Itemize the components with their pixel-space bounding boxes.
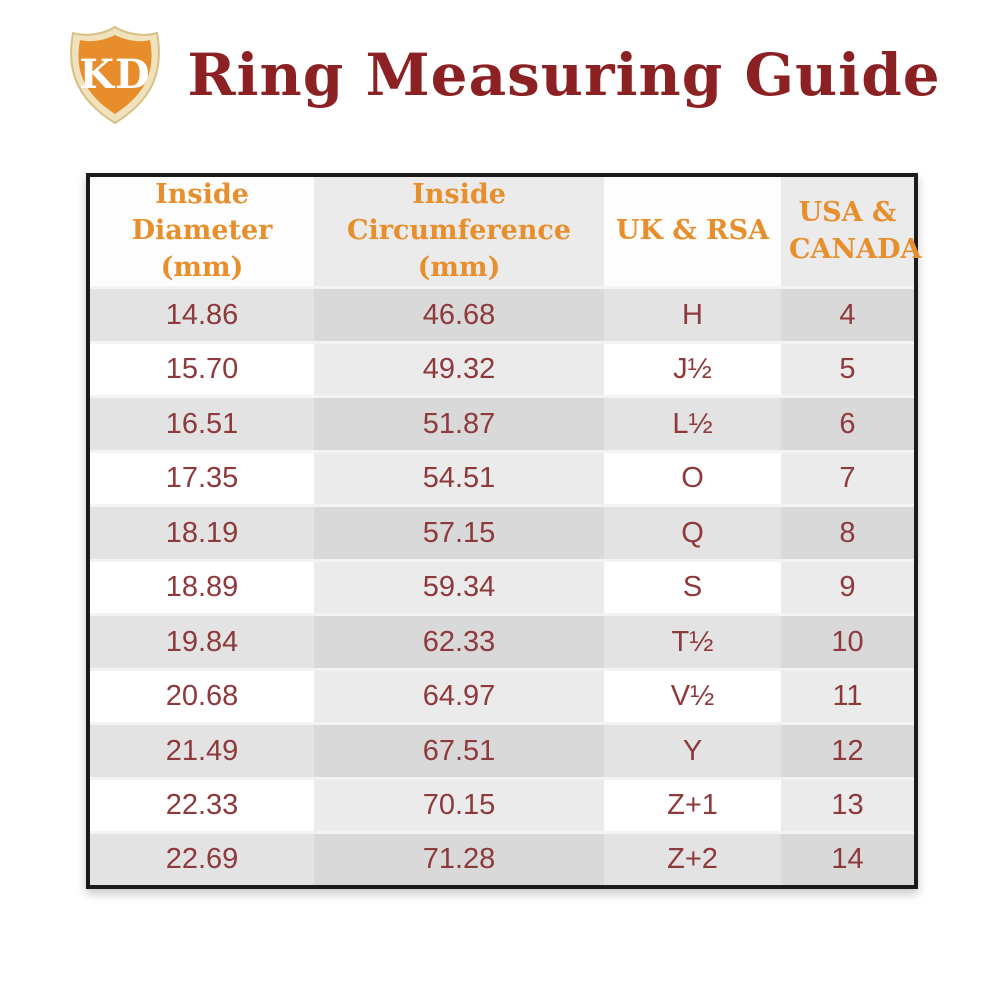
table-cell: 18.19 [88, 504, 314, 561]
table-row: 18.89 59.34 S 9 [88, 558, 916, 615]
table-cell: 51.87 [314, 395, 604, 452]
table-row: 20.68 64.97 V½ 11 [88, 667, 916, 724]
table-cell: H [604, 286, 781, 343]
col-header-inside-diameter: Inside Diameter (mm) [88, 175, 314, 288]
table-cell: Z+1 [604, 776, 781, 833]
table-cell: 12 [781, 722, 916, 779]
ring-size-table: Inside Diameter (mm) Inside Circumferenc… [86, 173, 921, 890]
table-cell: 46.68 [314, 286, 604, 343]
table-cell: 71.28 [314, 831, 604, 888]
table-cell: 49.32 [314, 340, 604, 397]
col-header-usa-canada: USA & CANADA [781, 175, 921, 288]
table-cell: 64.97 [314, 667, 604, 724]
table-cell: 9 [781, 558, 916, 615]
table-cell: 4 [781, 286, 916, 343]
table-cell: 5 [781, 340, 916, 397]
logo-text: KD [80, 51, 151, 98]
table-row: 16.51 51.87 L½ 6 [88, 395, 916, 452]
table-cell: 22.69 [88, 831, 314, 888]
table-cell: J½ [604, 340, 781, 397]
table-cell: 19.84 [88, 613, 314, 670]
table-cell: O [604, 449, 781, 506]
table-cell: 17.35 [88, 449, 314, 506]
table-cell: 11 [781, 667, 916, 724]
table-cell: 13 [781, 776, 916, 833]
page-title: Ring Measuring Guide [187, 41, 941, 109]
table-row: 14.86 46.68 H 4 [88, 286, 916, 343]
table-cell: 8 [781, 504, 916, 561]
table-cell: L½ [604, 395, 781, 452]
table-header-row: Inside Diameter (mm) Inside Circumferenc… [88, 175, 921, 288]
col-header-uk-rsa: UK & RSA [604, 175, 781, 288]
ring-size-table-wrap: Inside Diameter (mm) Inside Circumferenc… [86, 173, 921, 890]
table-cell: 15.70 [88, 340, 314, 397]
table-cell: 67.51 [314, 722, 604, 779]
table-row: 22.69 71.28 Z+2 14 [88, 831, 916, 888]
table-cell: Z+2 [604, 831, 781, 888]
ring-table-body: 14.86 46.68 H 4 15.70 49.32 J½ 5 16.51 51.87 L½ 6 17… [88, 286, 916, 888]
table-cell: 22.33 [88, 776, 314, 833]
table-cell: 16.51 [88, 395, 314, 452]
table-cell: 7 [781, 449, 916, 506]
table-cell: 62.33 [314, 613, 604, 670]
table-cell: 10 [781, 613, 916, 670]
table-cell: 6 [781, 395, 916, 452]
table-cell: 57.15 [314, 504, 604, 561]
table-row: 15.70 49.32 J½ 5 [88, 340, 916, 397]
table-cell: V½ [604, 667, 781, 724]
table-row: 19.84 62.33 T½ 10 [88, 613, 916, 670]
table-cell: 59.34 [314, 558, 604, 615]
kd-shield-logo-icon: KD [70, 25, 161, 125]
table-row: 22.33 70.15 Z+1 13 [88, 776, 916, 833]
table-cell: 21.49 [88, 722, 314, 779]
table-cell: Y [604, 722, 781, 779]
table-cell: T½ [604, 613, 781, 670]
table-cell: Q [604, 504, 781, 561]
table-row: 21.49 67.51 Y 12 [88, 722, 916, 779]
header-bar: KD Ring Measuring Guide [0, 0, 1000, 126]
table-row: 18.19 57.15 Q 8 [88, 504, 916, 561]
table-cell: 14 [781, 831, 916, 888]
table-cell: 54.51 [314, 449, 604, 506]
table-cell: 18.89 [88, 558, 314, 615]
table-cell: 14.86 [88, 286, 314, 343]
table-row: 17.35 54.51 O 7 [88, 449, 916, 506]
shield-body [78, 35, 152, 114]
table-cell: 70.15 [314, 776, 604, 833]
table-cell: 20.68 [88, 667, 314, 724]
table-cell: S [604, 558, 781, 615]
col-header-inside-circumference: Inside Circumference (mm) [314, 175, 604, 288]
